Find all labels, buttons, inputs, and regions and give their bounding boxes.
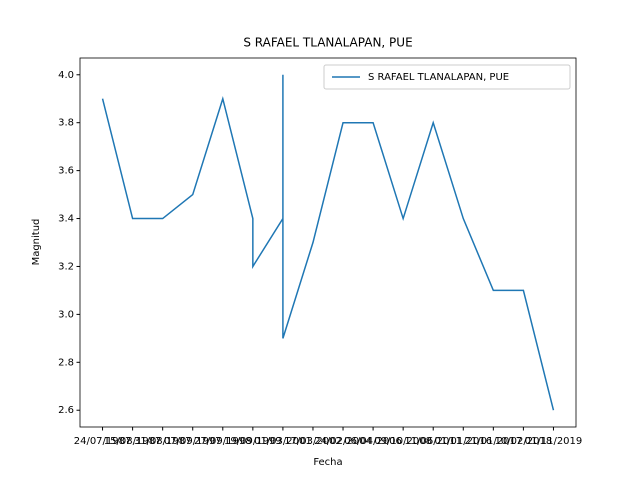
y-tick-label: 2.8 xyxy=(58,357,74,368)
axes-frame xyxy=(79,57,577,428)
x-axis-label: Fecha xyxy=(313,457,342,468)
x-tick-label: 11/06/2011 xyxy=(404,436,462,447)
y-tick-label: 3.4 xyxy=(58,214,74,225)
y-tick-label: 3.8 xyxy=(58,118,74,129)
chart-title: S RAFAEL TLANALAPAN, PUE xyxy=(243,36,412,50)
line xyxy=(101,74,555,411)
y-tick-label: 3.6 xyxy=(58,166,74,177)
y-tick-label: 3.2 xyxy=(58,261,74,272)
x-tick-label: 17/03/2002 xyxy=(284,436,342,447)
x-tick-label: 31/08/1987 xyxy=(134,436,192,447)
x-tick-label: 21/01/2017 xyxy=(465,436,523,447)
legend-box xyxy=(323,64,571,90)
x-tick-label: 10/02/2018 xyxy=(495,436,553,447)
x-tick-label: 24/07/1987 xyxy=(74,436,132,447)
y-tick-label: 4.0 xyxy=(58,70,74,81)
x-tick-label: 19/09/1999 xyxy=(224,436,282,447)
x-tick-label: 24/02/2004 xyxy=(314,436,372,447)
y-axis-label: Magnitud xyxy=(31,219,42,266)
y-tick-label: 3.0 xyxy=(58,309,74,320)
legend-label: S RAFAEL TLANALAPAN, PUE xyxy=(368,72,509,83)
x-tick-label: 01/11/2019 xyxy=(525,436,583,447)
x-tick-label: 01/01/2016 xyxy=(434,436,492,447)
x-tick-label: 27/09/1998 xyxy=(194,436,252,447)
x-tick-label: 06/04/2006 xyxy=(344,436,402,447)
x-tick-label: 15/08/1987 xyxy=(104,436,162,447)
x-tick-label: 01/03/2001 xyxy=(254,436,312,447)
x-tick-label: 07/09/1997 xyxy=(164,436,222,447)
y-tick-label: 2.6 xyxy=(58,405,74,416)
x-tick-label: 09/10/2008 xyxy=(374,436,432,447)
